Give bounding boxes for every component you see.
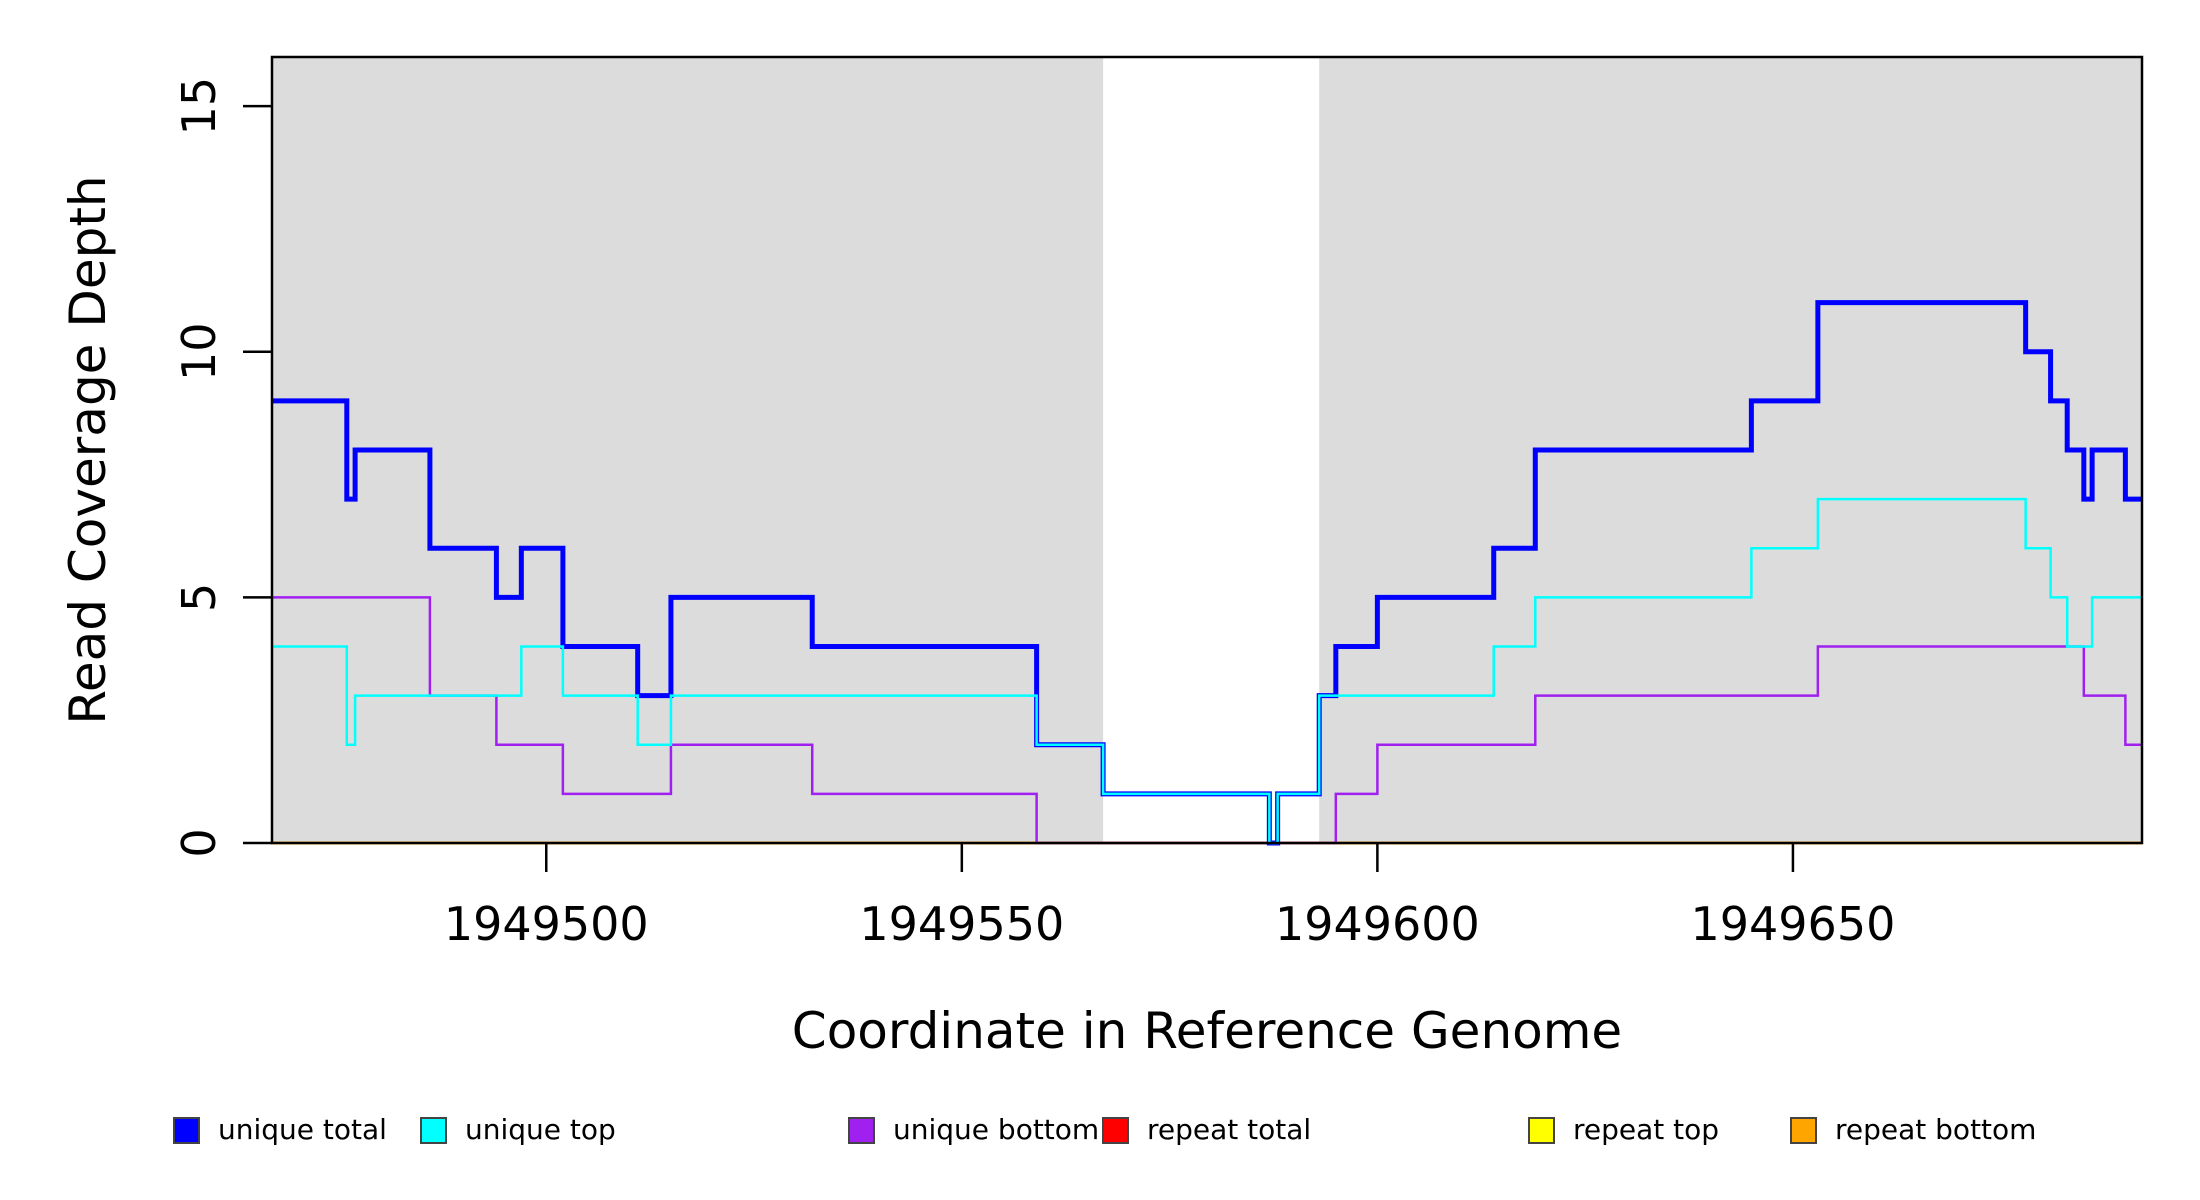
x-tick-label: 1949500 <box>444 897 649 951</box>
y-tick-label: 0 <box>172 828 226 857</box>
x-axis-label: Coordinate in Reference Genome <box>791 1002 1623 1060</box>
x-tick-label: 1949550 <box>859 897 1064 951</box>
plot-border <box>270 55 2144 845</box>
x-tick-label: 1949650 <box>1690 897 1895 951</box>
series-line-unique-top <box>272 497 2142 845</box>
y-axis-label: Read Coverage Depth <box>59 175 117 725</box>
x-tick-label: 1949600 <box>1275 897 1480 951</box>
y-tick-label: 15 <box>172 77 226 136</box>
y-tick-label: 5 <box>172 583 226 612</box>
y-tick-label: 10 <box>172 322 226 381</box>
